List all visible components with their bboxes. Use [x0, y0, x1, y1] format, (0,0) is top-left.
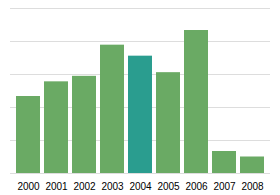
svg-text:2001: 2001 [45, 181, 68, 192]
svg-text:2007: 2007 [213, 181, 236, 192]
svg-text:2000: 2000 [17, 181, 40, 192]
svg-text:2004: 2004 [129, 181, 152, 192]
svg-text:2005: 2005 [157, 181, 180, 192]
svg-text:2008: 2008 [241, 181, 264, 192]
svg-text:2006: 2006 [185, 181, 208, 192]
svg-text:2002: 2002 [73, 181, 96, 192]
svg-text:2003: 2003 [101, 181, 124, 192]
